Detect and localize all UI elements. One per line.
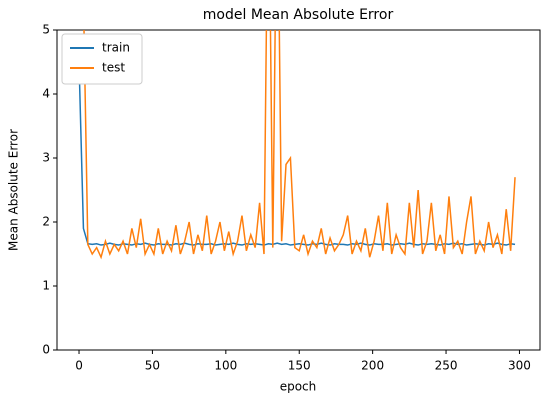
- legend-box: [61, 33, 143, 85]
- x-tick-label: 100: [214, 359, 237, 373]
- x-tick-label: 200: [361, 359, 384, 373]
- y-tick-label: 4: [42, 87, 50, 101]
- x-tick-label: 50: [145, 359, 160, 373]
- series-line: [83, 30, 516, 260]
- y-tick-label: 2: [42, 215, 50, 229]
- legend-label: test: [102, 61, 125, 75]
- y-tick-label: 5: [42, 23, 50, 37]
- x-tick-label: 250: [435, 359, 458, 373]
- y-tick-label: 0: [42, 343, 50, 357]
- legend-label: train: [102, 41, 130, 55]
- x-axis-label: epoch: [280, 380, 317, 394]
- x-tick-label: 150: [288, 359, 311, 373]
- chart-title: model Mean Absolute Error: [203, 7, 394, 23]
- series-layer: [78, 30, 516, 260]
- y-axis-label: Mean Absolute Error: [7, 129, 21, 251]
- x-tick-label: 300: [508, 359, 531, 373]
- x-tick-label: 0: [75, 359, 83, 373]
- y-tick-label: 1: [42, 279, 50, 293]
- y-tick-label: 3: [42, 151, 50, 165]
